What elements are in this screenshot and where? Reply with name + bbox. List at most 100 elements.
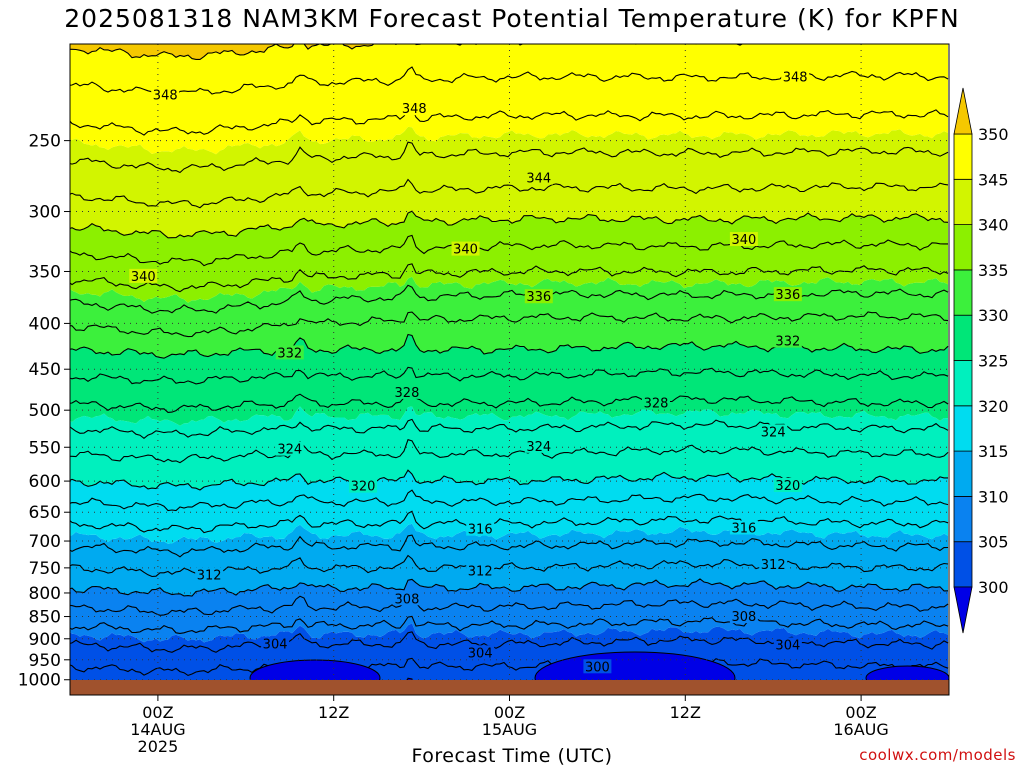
contour-label-text: 324 <box>761 425 786 440</box>
contour-label-text: 324 <box>277 443 302 458</box>
contour-label-text: 336 <box>775 288 800 303</box>
contour-label-bg <box>466 521 495 536</box>
y-tick-label: 500 <box>29 401 61 421</box>
contour-label-bg <box>583 659 612 674</box>
contour-label-text: 312 <box>468 564 493 579</box>
contour-line <box>70 263 949 293</box>
contour-label-bg <box>524 170 553 185</box>
y-tick-label: 450 <box>29 360 61 380</box>
y-tick-label: 650 <box>29 503 61 523</box>
contour-label-bg <box>466 645 495 660</box>
contour-label: 328 <box>642 395 670 411</box>
contour-line <box>70 210 949 239</box>
contour-label-text: 304 <box>468 646 493 661</box>
contour-label-text: 340 <box>453 243 478 258</box>
contour-label-bg <box>781 69 810 84</box>
contour-label: 300 <box>583 659 612 675</box>
contour-label-text: 336 <box>526 290 551 305</box>
y-tick-label: 900 <box>29 630 61 650</box>
contour-label: 348 <box>781 69 810 86</box>
contour-label-text: 312 <box>197 569 222 584</box>
x-tick-label: 15AUG <box>482 720 537 739</box>
contour-label: 340 <box>129 268 158 285</box>
colorbar-label: 340 <box>978 216 1009 235</box>
contour-label-text: 344 <box>526 172 551 187</box>
colorbar-segment <box>953 450 973 497</box>
contour-label: 340 <box>451 241 480 258</box>
colorbar-label: 310 <box>978 487 1009 506</box>
contour-label: 344 <box>524 170 553 187</box>
contour-label-text: 328 <box>644 396 669 411</box>
colorbar-segment <box>953 405 973 452</box>
x-tick-label: 00Z <box>494 703 525 722</box>
contour-label: 320 <box>349 478 377 495</box>
contour-label-bg <box>151 87 180 102</box>
contour-label: 316 <box>729 520 758 536</box>
y-tick-label: 1000 <box>18 671 61 691</box>
contour-line <box>70 439 949 464</box>
contour-label-text: 316 <box>731 521 756 536</box>
contour-label: 304 <box>466 645 495 661</box>
dotted-grid <box>70 44 949 695</box>
contour-line <box>70 366 949 385</box>
contour-label-bg <box>392 384 421 399</box>
y-tick-label: 350 <box>29 262 61 282</box>
contour-label-text: 324 <box>526 440 551 455</box>
contour-label: 324 <box>759 424 788 440</box>
colorbar-segment <box>953 541 973 588</box>
y-tick-label: 550 <box>29 438 61 458</box>
x-tick-label: 12Z <box>670 703 701 722</box>
x-tick-label: 16AUG <box>833 720 888 739</box>
contour-labels: 348 348 348 344 340 340 340 336 336 332 332 328 328 3… <box>129 69 810 675</box>
contour-label-bg <box>261 636 290 651</box>
contour-label-text: 320 <box>775 479 800 494</box>
y-tick-label: 600 <box>29 472 61 492</box>
contour-line <box>70 311 949 338</box>
contour-label: 312 <box>759 557 788 573</box>
x-tick-label: 12Z <box>318 703 349 722</box>
colorbar-label: 335 <box>978 261 1009 280</box>
contour-label-bg <box>349 478 377 493</box>
contour-label: 304 <box>261 636 290 652</box>
contour-line <box>70 615 949 634</box>
contour-label-bg <box>451 241 480 256</box>
contour-line <box>70 657 949 677</box>
contour-label-bg <box>773 477 802 492</box>
contour-label-text: 320 <box>351 480 376 495</box>
x-tick-label: 00Z <box>845 703 876 722</box>
contour-label-text: 304 <box>775 638 800 653</box>
y-tick-label: 700 <box>29 532 61 552</box>
contour-label-bg <box>773 637 802 652</box>
contour-label: 328 <box>392 384 421 401</box>
shaded-band <box>70 276 948 359</box>
colorbar-segment <box>953 269 973 316</box>
contour-label-text: 304 <box>263 637 288 652</box>
colorbar-segment <box>953 133 973 180</box>
colorbar-segment <box>953 224 973 271</box>
contour-label-text: 340 <box>131 270 156 285</box>
colorbar-label: 320 <box>978 397 1009 416</box>
colorbar: 300 305 310 315 320 325 330 335 340 345 350 <box>953 87 1009 634</box>
contour-label-bg <box>400 101 429 116</box>
contour-label-bg <box>773 333 802 348</box>
y-tick-label: 750 <box>29 559 61 579</box>
colorbar-low-arrow <box>953 586 973 634</box>
contour-line <box>70 510 949 534</box>
y-tick-label: 800 <box>29 584 61 604</box>
contour-label-text: 316 <box>468 523 493 538</box>
contour-label-bg <box>275 345 304 360</box>
colorbar-label: 305 <box>978 533 1009 552</box>
y-tick-label: 850 <box>29 608 61 628</box>
colorbar-label: 345 <box>978 170 1009 189</box>
shaded-band <box>70 211 948 303</box>
contour-line <box>70 418 949 440</box>
colorbar-segment <box>953 495 973 543</box>
shaded-band <box>70 44 948 155</box>
contour-label: 324 <box>524 438 553 455</box>
contour-label-text: 312 <box>761 558 786 573</box>
contour-line <box>70 107 949 136</box>
contour-label-bg <box>524 438 553 453</box>
colorbar-label: 325 <box>978 352 1009 371</box>
